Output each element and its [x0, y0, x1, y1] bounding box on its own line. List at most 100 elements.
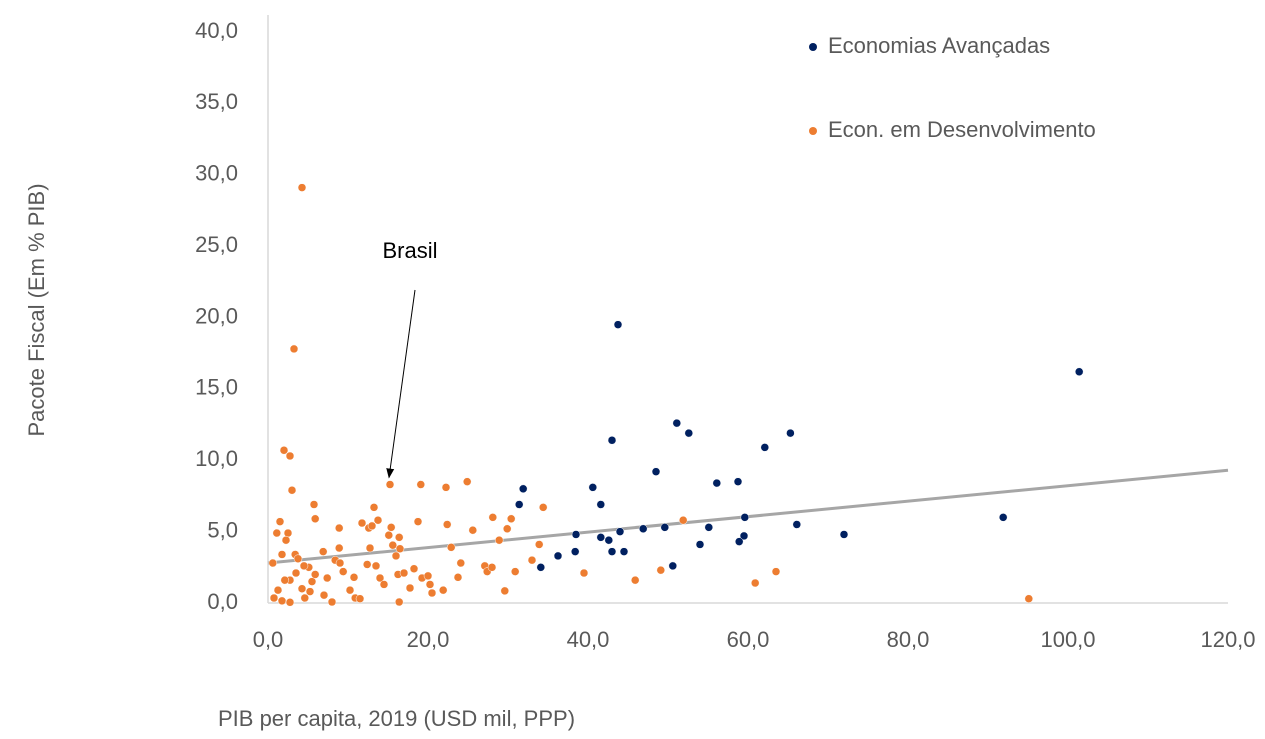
point	[488, 513, 498, 522]
y-tick-label: 5,0	[207, 517, 238, 542]
y-tick-label: 20,0	[195, 303, 238, 328]
point	[305, 587, 315, 596]
point	[355, 594, 365, 603]
point	[771, 567, 781, 576]
point	[297, 584, 307, 593]
point	[442, 520, 452, 529]
point	[277, 550, 287, 559]
point	[672, 418, 682, 428]
point	[607, 547, 617, 556]
point	[289, 344, 299, 354]
point	[571, 530, 581, 539]
point	[678, 515, 688, 525]
point	[335, 558, 345, 568]
point	[307, 577, 317, 586]
x-tick-label: 40,0	[567, 627, 610, 652]
y-tick-label: 40,0	[195, 18, 238, 43]
point	[998, 513, 1008, 522]
point	[384, 530, 394, 540]
point	[446, 543, 456, 552]
x-tick-label: 80,0	[887, 627, 930, 652]
point	[293, 554, 303, 563]
point	[349, 573, 359, 582]
point	[468, 525, 478, 535]
point	[345, 585, 355, 595]
point	[500, 586, 510, 596]
point	[579, 568, 589, 578]
point	[438, 585, 448, 595]
point	[391, 551, 401, 561]
point	[279, 446, 289, 455]
point	[375, 573, 385, 583]
point	[310, 514, 320, 524]
point	[607, 436, 617, 445]
point	[405, 583, 415, 593]
x-tick-label: 20,0	[407, 627, 450, 652]
point	[630, 575, 640, 585]
point	[272, 528, 282, 538]
point	[441, 483, 451, 492]
point	[712, 478, 722, 488]
point	[322, 573, 332, 583]
point	[733, 477, 743, 486]
annotation-text: Brasil	[382, 238, 437, 263]
point	[750, 578, 760, 588]
point	[371, 561, 381, 571]
point	[514, 500, 524, 509]
point	[309, 500, 319, 509]
point	[553, 551, 563, 561]
point	[297, 183, 307, 192]
point	[695, 540, 705, 549]
point	[786, 428, 795, 438]
point	[596, 500, 606, 509]
point	[668, 561, 678, 571]
point	[285, 598, 295, 607]
point	[338, 567, 348, 576]
y-tick-label: 15,0	[195, 375, 238, 400]
legend-marker	[809, 127, 817, 135]
point	[1024, 594, 1034, 603]
point	[299, 561, 309, 571]
legend-marker	[809, 43, 817, 51]
point	[839, 530, 849, 539]
y-tick-label: 35,0	[195, 89, 238, 114]
point	[462, 477, 472, 486]
point	[281, 535, 291, 545]
point	[399, 568, 409, 578]
point	[287, 485, 297, 495]
point	[651, 467, 661, 476]
point	[409, 564, 419, 573]
point	[394, 533, 404, 542]
point	[373, 515, 383, 525]
point	[277, 596, 287, 606]
legend-label: Econ. em Desenvolvimento	[828, 117, 1096, 142]
point	[379, 580, 389, 589]
point	[386, 523, 396, 532]
point	[427, 588, 437, 598]
point	[280, 575, 290, 585]
point	[536, 563, 546, 572]
point	[734, 537, 744, 546]
point	[638, 524, 648, 534]
point	[538, 503, 548, 512]
point	[518, 484, 528, 494]
point	[413, 517, 423, 526]
point	[268, 558, 278, 568]
point	[369, 503, 379, 512]
point	[416, 480, 426, 489]
y-tick-label: 25,0	[195, 232, 238, 257]
x-tick-label: 0,0	[253, 627, 284, 652]
point	[285, 451, 295, 461]
point	[740, 513, 750, 522]
x-axis-title: PIB per capita, 2019 (USD mil, PPP)	[218, 706, 575, 731]
point	[792, 520, 802, 529]
point	[269, 593, 279, 603]
point	[506, 514, 516, 524]
point	[273, 585, 283, 595]
point	[357, 518, 367, 528]
point	[318, 547, 328, 556]
point	[385, 480, 395, 489]
point	[334, 543, 344, 553]
point	[327, 597, 337, 607]
